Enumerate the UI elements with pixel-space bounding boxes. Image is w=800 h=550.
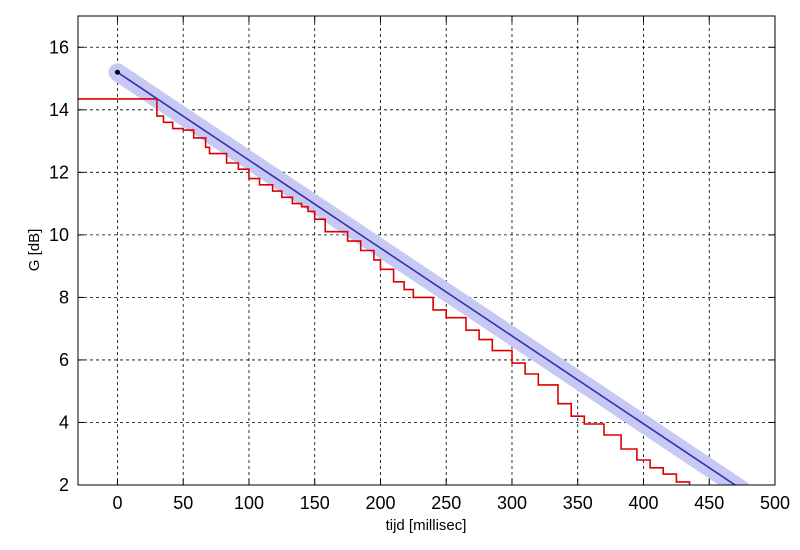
x-tick-label: 150 <box>300 493 330 513</box>
y-tick-label: 12 <box>49 162 69 182</box>
y-tick-label: 8 <box>59 287 69 307</box>
y-tick-label: 4 <box>59 412 69 432</box>
plot-frame <box>77 15 776 486</box>
y-axis-label: G [dB] <box>26 229 43 272</box>
x-tick-label: 350 <box>563 493 593 513</box>
x-tick-label: 300 <box>497 493 527 513</box>
plot-area <box>78 16 775 485</box>
axis-ticks: 0 50 100 150 200 250 300 350 400 450 500 2 4 6 8 10 12 14… <box>49 16 790 513</box>
x-tick-label: 200 <box>365 493 395 513</box>
fit-line <box>117 71 737 485</box>
x-axis-label: tijd [millisec] <box>386 517 467 534</box>
plot-series <box>78 63 750 485</box>
x-tick-label: 100 <box>234 493 264 513</box>
decay-curve <box>78 98 691 485</box>
y-tick-label: 10 <box>49 225 69 245</box>
y-tick-label: 14 <box>49 100 69 120</box>
y-tick-label: 6 <box>59 350 69 370</box>
start-point-marker <box>114 69 120 75</box>
x-tick-label: 250 <box>431 493 461 513</box>
x-tick-label: 0 <box>112 493 122 513</box>
x-tick-label: 400 <box>628 493 658 513</box>
y-tick-label: 2 <box>59 475 69 495</box>
y-tick-label: 16 <box>49 37 69 57</box>
x-tick-label: 500 <box>760 493 790 513</box>
x-tick-label: 450 <box>694 493 724 513</box>
x-tick-label: 50 <box>173 493 193 513</box>
